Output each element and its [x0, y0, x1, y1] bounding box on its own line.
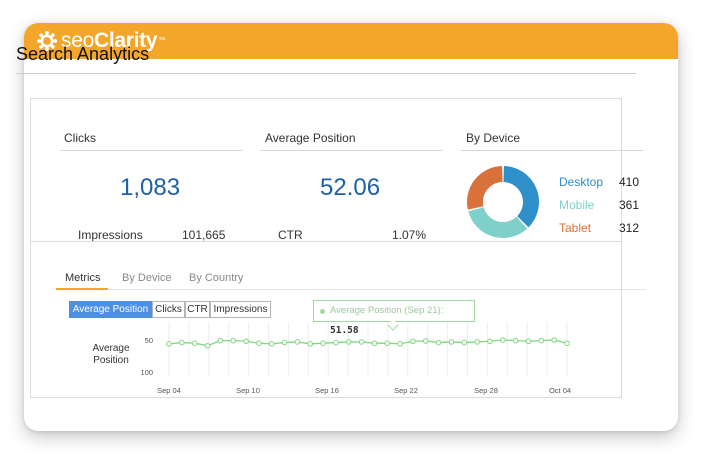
data-point	[512, 337, 519, 344]
legend-mobile-value: 361	[619, 198, 640, 212]
data-point	[422, 338, 429, 344]
y-axis-label-line2: Position	[93, 355, 129, 366]
data-point	[397, 341, 403, 347]
x-tick-label: Sep 16	[315, 386, 339, 395]
chart-tooltip: Average Position (Sep 21): 51.58	[313, 300, 475, 336]
data-point	[345, 339, 352, 345]
metrics-panel	[30, 241, 622, 398]
data-point	[191, 340, 198, 347]
clicks-divider	[60, 150, 242, 151]
data-point	[166, 341, 172, 347]
by-device-label: By Device	[466, 131, 521, 145]
metric-button-clicks[interactable]: Clicks	[152, 301, 185, 318]
data-point	[410, 338, 416, 345]
data-point	[217, 337, 224, 344]
data-point	[435, 339, 442, 346]
metric-button-ctr[interactable]: CTR	[185, 301, 210, 318]
data-point	[358, 339, 365, 345]
brand-header: seoClarity™	[24, 23, 678, 59]
ctr-value: 1.07%	[392, 228, 427, 242]
data-point	[487, 338, 493, 345]
legend-desktop-label: Desktop	[559, 175, 604, 189]
x-tick-label: Sep 22	[394, 386, 418, 395]
tooltip-marker-icon	[320, 309, 325, 314]
x-tick-label: Oct 04	[549, 386, 571, 395]
data-point	[204, 342, 211, 349]
logo-text: seoClarity™	[61, 29, 165, 52]
data-point	[500, 337, 506, 343]
tab-metrics[interactable]: Metrics	[65, 272, 101, 284]
data-point	[461, 339, 468, 346]
data-point	[371, 340, 378, 347]
data-point	[564, 340, 570, 347]
active-tab-indicator	[56, 288, 108, 290]
data-point	[243, 338, 249, 345]
donut-slice-desktop	[502, 166, 539, 228]
x-tick-label: Sep 10	[236, 386, 260, 395]
data-point	[448, 339, 455, 345]
gear-logo-icon	[36, 30, 58, 52]
data-point	[320, 340, 326, 347]
donut-slice-mobile	[468, 206, 528, 238]
x-tick-label: Sep 28	[474, 386, 498, 395]
clicks-value: 1,083	[120, 174, 181, 201]
by-device-divider	[461, 150, 643, 151]
donut-slice-tablet	[467, 166, 504, 210]
tooltip-value: 51.58	[330, 325, 359, 336]
data-point	[307, 341, 314, 347]
tooltip-label: Average Position (Sep 21):	[330, 305, 444, 316]
page-title: Search Analytics	[16, 44, 150, 64]
legend-tablet-label: Tablet	[559, 221, 592, 235]
tab-by-country[interactable]: By Country	[189, 272, 244, 284]
tabs-divider	[56, 289, 646, 290]
data-point	[384, 340, 391, 347]
metric-button-impressions[interactable]: Impressions	[210, 301, 271, 318]
impressions-label: Impressions	[78, 228, 143, 242]
average-position-value: 52.06	[320, 174, 381, 201]
data-point	[268, 341, 275, 347]
data-point	[281, 339, 288, 346]
y-tick-label: 100	[140, 368, 153, 377]
y-tick-label: 50	[145, 336, 153, 345]
y-axis-label-line1: Average	[92, 343, 130, 354]
clicks-label: Clicks	[64, 131, 96, 145]
ctr-label: CTR	[278, 228, 303, 242]
legend-desktop-value: 410	[619, 175, 640, 189]
title-divider	[16, 73, 636, 74]
data-point	[474, 339, 480, 345]
y-axis-label: Average Position	[88, 343, 134, 367]
data-point	[256, 340, 262, 347]
average-position-label: Average Position	[265, 131, 356, 145]
x-tick-label: Sep 04	[157, 386, 181, 395]
legend-tablet-value: 312	[619, 221, 640, 235]
seoclarity-logo[interactable]: seoClarity™	[36, 29, 165, 53]
metric-button-average-position[interactable]: Average Position	[69, 301, 152, 318]
data-point	[179, 339, 185, 346]
impressions-value: 101,665	[182, 228, 226, 242]
average-position-divider	[260, 150, 442, 151]
data-point	[525, 338, 532, 345]
data-point	[333, 339, 339, 346]
data-point	[294, 339, 301, 345]
tab-by-device[interactable]: By Device	[122, 272, 172, 284]
data-point	[230, 337, 236, 344]
legend-mobile-label: Mobile	[559, 198, 595, 212]
data-point	[551, 337, 557, 343]
data-point	[538, 337, 545, 344]
